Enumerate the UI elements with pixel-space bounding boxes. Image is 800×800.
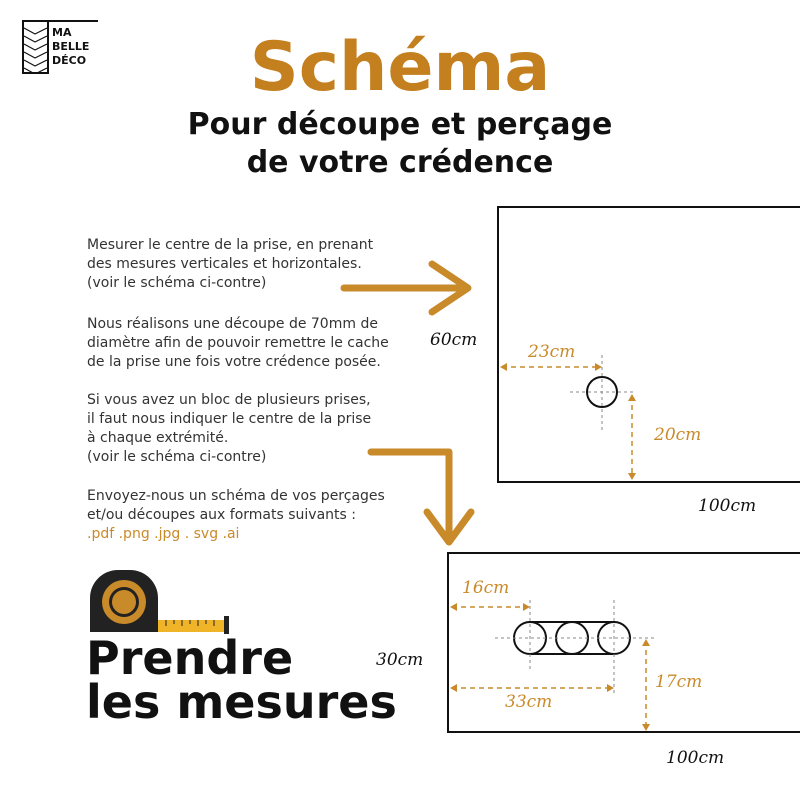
arrow-right-icon [340, 260, 472, 316]
page-subtitle: Pour découpe et perçage de votre crédenc… [187, 107, 613, 180]
last-offset-label: 33cm [505, 692, 553, 712]
bottom-offset-label: 20cm [654, 425, 702, 445]
logo-line: MA [52, 26, 72, 39]
instruction-4: Envoyez-nous un schéma de vos perçages e… [87, 488, 385, 523]
diagram-multi-outlet [447, 552, 800, 733]
bottom-offset-label: 17cm [655, 672, 703, 692]
height-label: 60cm [430, 330, 478, 350]
logo-mark [22, 20, 98, 74]
logo-text: MA BELLE DÉCO [52, 26, 89, 68]
file-formats: .pdf .png .jpg . svg .ai [87, 526, 240, 542]
width-label: 100cm [666, 748, 725, 768]
tape-measure-icon [90, 570, 229, 634]
instruction-1: Mesurer le centre de la prise, en prenan… [87, 237, 374, 291]
diagram-single-outlet [497, 206, 800, 483]
arrow-down-icon [367, 448, 475, 546]
width-label: 100cm [698, 496, 757, 516]
height-label: 30cm [376, 650, 424, 670]
page-title: Schéma [249, 28, 551, 107]
first-offset-label: 16cm [462, 578, 510, 598]
footer-title: Prendre les mesures [86, 631, 397, 729]
logo-line: BELLE [52, 40, 90, 53]
instruction-2: Nous réalisons une découpe de 70mm de di… [87, 316, 389, 370]
instruction-3: Si vous avez un bloc de plusieurs prises… [87, 392, 372, 465]
logo-line: DÉCO [52, 54, 87, 67]
left-offset-label: 23cm [528, 342, 576, 362]
